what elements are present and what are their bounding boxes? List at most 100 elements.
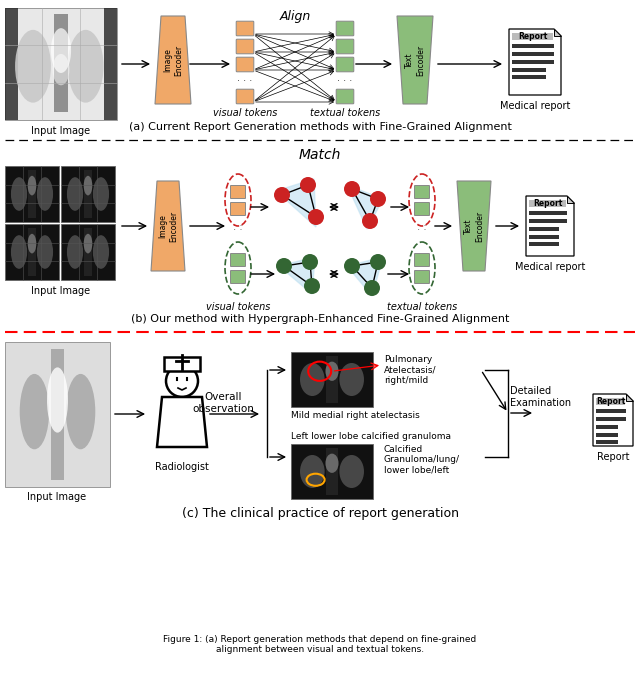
Bar	[512, 33, 553, 40]
Bar	[596, 409, 626, 413]
Bar	[596, 440, 618, 444]
Text: Calcified
Granuloma/lung/
lower lobe/left: Calcified Granuloma/lung/ lower lobe/lef…	[384, 445, 460, 475]
FancyBboxPatch shape	[336, 21, 354, 36]
FancyBboxPatch shape	[230, 253, 246, 266]
Bar	[512, 68, 546, 72]
Circle shape	[300, 177, 316, 193]
Text: Report: Report	[533, 199, 563, 208]
Polygon shape	[509, 29, 561, 95]
Bar	[529, 211, 567, 215]
Ellipse shape	[339, 455, 364, 488]
Text: Figure 1: (a) Report generation methods that depend on fine-grained
alignment be: Figure 1: (a) Report generation methods …	[163, 635, 477, 655]
FancyBboxPatch shape	[230, 202, 246, 215]
Text: : :: : :	[417, 222, 427, 232]
Bar	[596, 398, 625, 405]
Ellipse shape	[51, 28, 71, 73]
Bar	[61, 166, 115, 222]
Ellipse shape	[67, 235, 83, 269]
Bar	[28, 170, 36, 217]
Bar	[5, 8, 117, 120]
FancyBboxPatch shape	[236, 21, 254, 36]
Text: (c) The clinical practice of report generation: (c) The clinical practice of report gene…	[182, 507, 458, 520]
Text: textual tokens: textual tokens	[387, 302, 457, 312]
Text: Report: Report	[596, 452, 629, 462]
Ellipse shape	[326, 362, 339, 381]
Bar	[529, 242, 559, 246]
Bar	[84, 228, 92, 276]
Ellipse shape	[11, 235, 27, 269]
Text: Left lower lobe calcified granuloma: Left lower lobe calcified granuloma	[291, 432, 451, 441]
Text: Medical report: Medical report	[500, 101, 570, 111]
Bar	[512, 60, 554, 64]
Text: Match: Match	[299, 148, 341, 162]
Ellipse shape	[11, 177, 27, 210]
Polygon shape	[397, 16, 433, 104]
Bar	[104, 8, 117, 120]
Text: Image
Encoder: Image Encoder	[163, 44, 183, 75]
Circle shape	[364, 280, 380, 296]
Text: Report: Report	[596, 397, 626, 406]
Circle shape	[370, 191, 386, 207]
Polygon shape	[526, 196, 574, 256]
Ellipse shape	[67, 177, 83, 210]
Bar	[596, 417, 626, 421]
Circle shape	[276, 258, 292, 274]
Polygon shape	[157, 397, 207, 447]
FancyBboxPatch shape	[415, 185, 429, 198]
Ellipse shape	[52, 54, 69, 86]
Text: : :: : :	[233, 222, 243, 232]
Circle shape	[362, 213, 378, 229]
Ellipse shape	[93, 177, 109, 210]
Ellipse shape	[326, 454, 339, 473]
Polygon shape	[276, 179, 316, 227]
Bar	[529, 235, 559, 239]
Ellipse shape	[84, 176, 92, 196]
Text: textual tokens: textual tokens	[310, 108, 380, 118]
Ellipse shape	[20, 374, 49, 449]
Polygon shape	[567, 196, 574, 203]
Text: Input Image: Input Image	[31, 126, 91, 136]
FancyBboxPatch shape	[336, 39, 354, 54]
Bar	[5, 166, 59, 222]
Text: · · ·: · · ·	[237, 76, 253, 86]
Text: Text
Encoder: Text Encoder	[405, 44, 425, 75]
FancyBboxPatch shape	[230, 185, 246, 198]
Polygon shape	[593, 394, 633, 446]
Bar	[291, 444, 373, 499]
Ellipse shape	[37, 235, 53, 269]
FancyBboxPatch shape	[230, 270, 246, 284]
Ellipse shape	[68, 30, 104, 103]
Text: Text
Encoder: Text Encoder	[464, 210, 484, 242]
Ellipse shape	[28, 176, 36, 196]
Circle shape	[370, 254, 386, 270]
Text: Pulmonary
Atelectasis/
right/mild: Pulmonary Atelectasis/ right/mild	[384, 355, 436, 385]
Bar	[529, 200, 566, 207]
Polygon shape	[151, 181, 185, 271]
Text: (a) Current Report Generation methods with Fine-Grained Alignment: (a) Current Report Generation methods wi…	[129, 122, 511, 132]
Polygon shape	[347, 185, 383, 229]
Text: Image
Encoder: Image Encoder	[158, 210, 178, 242]
Text: Report: Report	[518, 32, 548, 41]
Bar	[596, 433, 618, 437]
Bar	[326, 448, 338, 494]
Bar	[5, 8, 19, 120]
Text: visual tokens: visual tokens	[213, 108, 277, 118]
FancyBboxPatch shape	[336, 57, 354, 72]
Polygon shape	[626, 394, 633, 401]
Ellipse shape	[300, 363, 324, 396]
FancyBboxPatch shape	[236, 57, 254, 72]
Text: Detailed
Examination: Detailed Examination	[510, 386, 571, 408]
Bar	[291, 352, 373, 407]
Ellipse shape	[84, 234, 92, 253]
Circle shape	[344, 181, 360, 197]
Ellipse shape	[37, 177, 53, 210]
Polygon shape	[554, 29, 561, 36]
Polygon shape	[347, 257, 383, 296]
Bar	[5, 224, 59, 280]
FancyBboxPatch shape	[336, 89, 354, 104]
Text: Mild medial right atelectasis: Mild medial right atelectasis	[291, 411, 420, 420]
Circle shape	[166, 365, 198, 397]
Text: (b) Our method with Hypergraph-Enhanced Fine-Grained Alignment: (b) Our method with Hypergraph-Enhanced …	[131, 314, 509, 324]
Ellipse shape	[15, 30, 51, 103]
FancyBboxPatch shape	[236, 39, 254, 54]
